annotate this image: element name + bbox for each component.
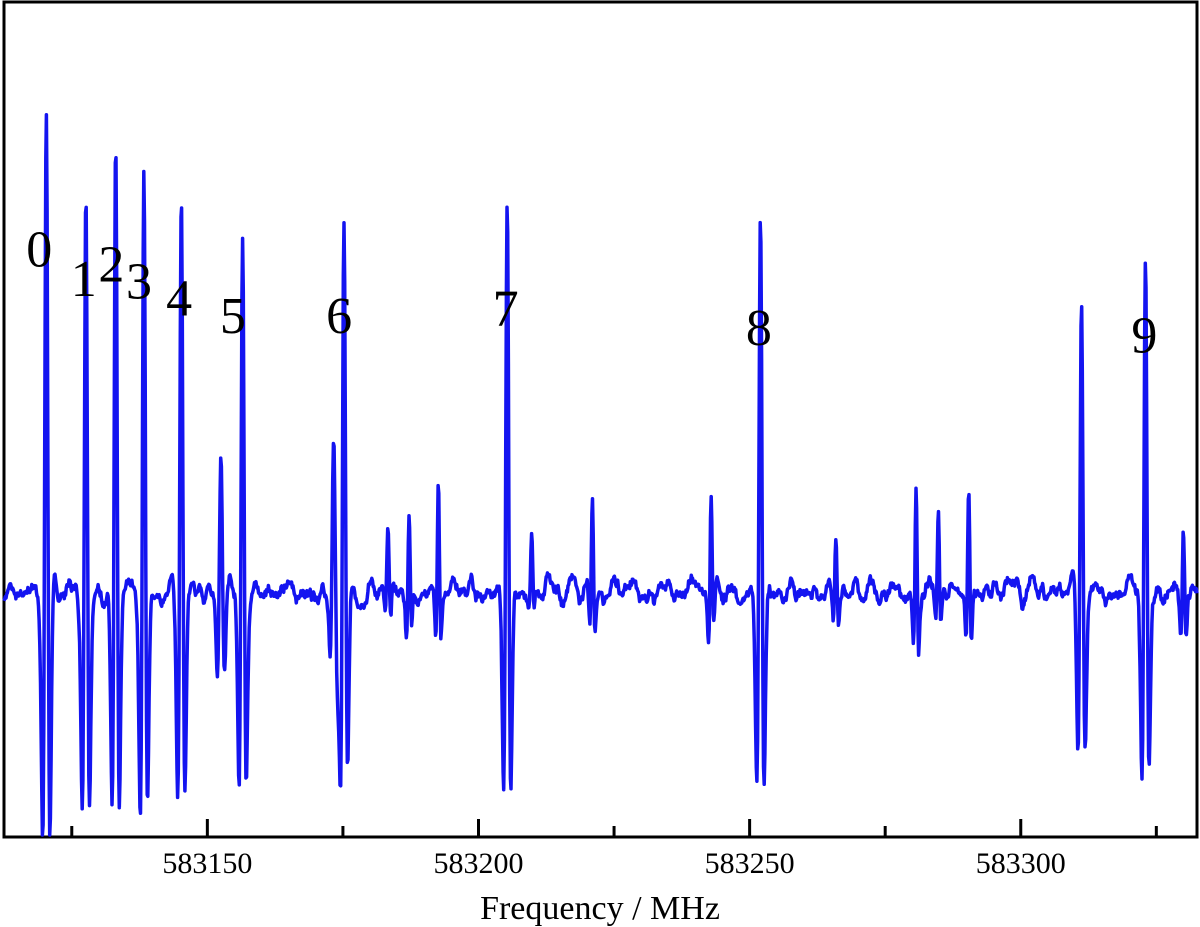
x-axis-ticks	[70, 819, 1158, 837]
peak-label-7: 7	[493, 280, 519, 337]
peak-label-9: 9	[1131, 307, 1157, 364]
x-tick-label: 583250	[705, 847, 795, 880]
x-tick-label: 583200	[433, 847, 523, 880]
peak-labels: 01 2 3 4 5 6 7 8 9	[26, 222, 1157, 365]
x-tick-label: 583150	[162, 847, 252, 880]
peak-label-8: 8	[746, 300, 772, 357]
x-tick-label: 583300	[976, 847, 1066, 880]
peak-label-2: 2	[98, 236, 124, 293]
peak-label-1: 1	[71, 251, 97, 308]
x-axis-label: Frequency / MHz	[480, 890, 720, 927]
peak-label-5: 5	[220, 288, 246, 345]
peak-label-6: 6	[326, 288, 352, 345]
spectrum-line	[2, 112, 1199, 837]
x-axis-tick-labels: 583150 583200 583250 583300	[162, 847, 1065, 880]
plot-frame	[2, 0, 1199, 839]
peak-label-4: 4	[166, 271, 192, 328]
peak-label-3: 3	[126, 253, 152, 310]
peak-label-0: 0	[26, 222, 52, 279]
